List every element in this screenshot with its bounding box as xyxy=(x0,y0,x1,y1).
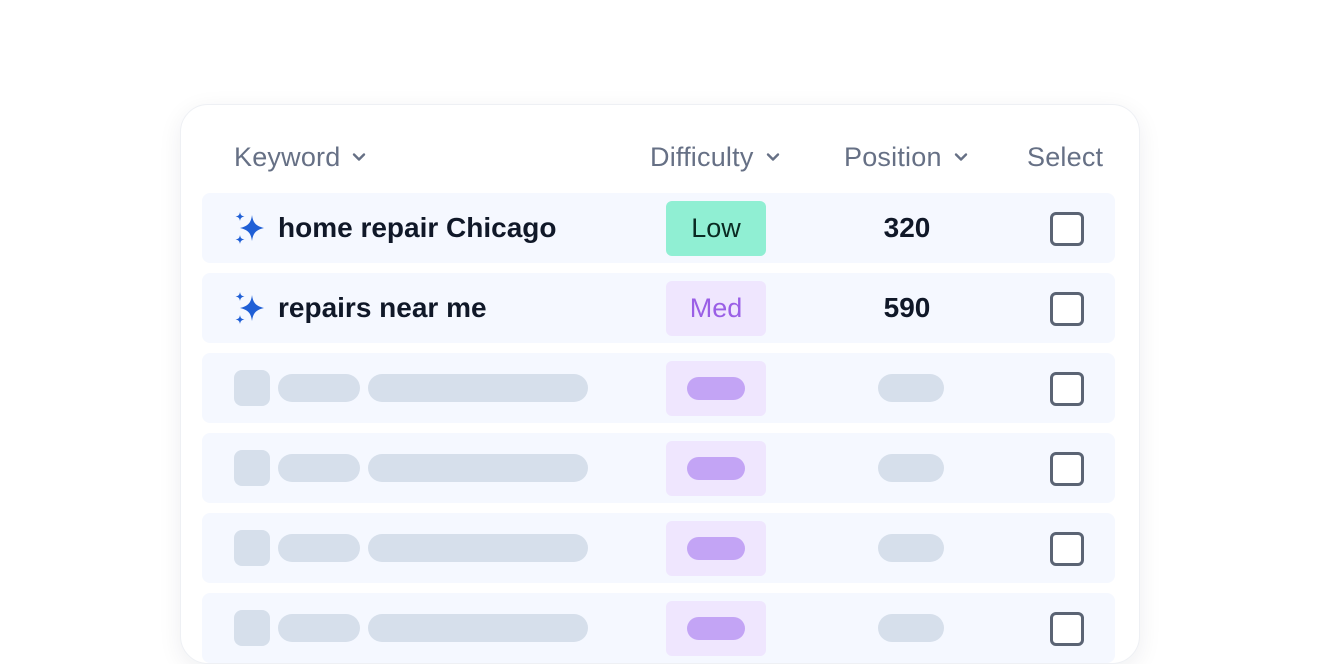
table-row[interactable]: home repair Chicago Low 320 xyxy=(202,193,1115,263)
select-checkbox[interactable] xyxy=(1050,372,1084,406)
skeleton-pill xyxy=(687,537,745,560)
select-checkbox[interactable] xyxy=(1050,612,1084,646)
skeleton-position xyxy=(878,374,944,402)
column-header-keyword[interactable]: Keyword xyxy=(234,138,368,176)
skeleton-text xyxy=(368,614,588,642)
skeleton-text xyxy=(278,534,360,562)
keyword-text: repairs near me xyxy=(278,292,487,323)
column-header-position-label: Position xyxy=(844,141,942,172)
skeleton-badge xyxy=(666,521,766,576)
sparkle-icon xyxy=(235,292,264,324)
difficulty-badge: Low xyxy=(666,201,766,256)
position-value: 590 xyxy=(883,292,931,323)
skeleton-icon xyxy=(234,450,270,486)
skeleton-text xyxy=(368,454,588,482)
table-row[interactable]: repairs near me Med 590 xyxy=(202,273,1115,343)
select-checkbox[interactable] xyxy=(1050,452,1084,486)
skeleton-text xyxy=(368,374,588,402)
skeleton-position xyxy=(878,614,944,642)
column-header-select: Select xyxy=(1027,138,1103,176)
skeleton-pill xyxy=(687,377,745,400)
chevron-down-icon xyxy=(353,153,366,161)
skeleton-badge xyxy=(666,441,766,496)
placeholder-row xyxy=(202,513,1115,583)
skeleton-pill xyxy=(687,457,745,480)
select-checkbox[interactable] xyxy=(1050,532,1084,566)
skeleton-text xyxy=(278,614,360,642)
placeholder-row xyxy=(202,353,1115,423)
skeleton-position xyxy=(878,534,944,562)
skeleton-pill xyxy=(687,617,745,640)
placeholder-row xyxy=(202,433,1115,503)
column-header-difficulty-label: Difficulty xyxy=(650,141,754,172)
chevron-down-icon xyxy=(766,153,779,161)
skeleton-badge xyxy=(666,601,766,656)
placeholder-row xyxy=(202,593,1115,663)
difficulty-badge: Med xyxy=(666,281,766,336)
skeleton-position xyxy=(878,454,944,482)
column-header-select-label: Select xyxy=(1027,141,1104,172)
skeleton-icon xyxy=(234,610,270,646)
column-header-position[interactable]: Position xyxy=(844,138,970,176)
skeleton-text xyxy=(278,374,360,402)
skeleton-icon xyxy=(234,370,270,406)
skeleton-badge xyxy=(666,361,766,416)
skeleton-text xyxy=(278,454,360,482)
keyword-text: home repair Chicago xyxy=(278,212,557,243)
sparkle-icon xyxy=(235,212,264,244)
select-checkbox[interactable] xyxy=(1050,292,1084,326)
column-header-keyword-label: Keyword xyxy=(234,141,341,172)
skeleton-icon xyxy=(234,530,270,566)
column-header-difficulty[interactable]: Difficulty xyxy=(650,138,782,176)
skeleton-text xyxy=(368,534,588,562)
select-checkbox[interactable] xyxy=(1050,212,1084,246)
chevron-down-icon xyxy=(954,153,967,161)
position-value: 320 xyxy=(883,212,931,243)
